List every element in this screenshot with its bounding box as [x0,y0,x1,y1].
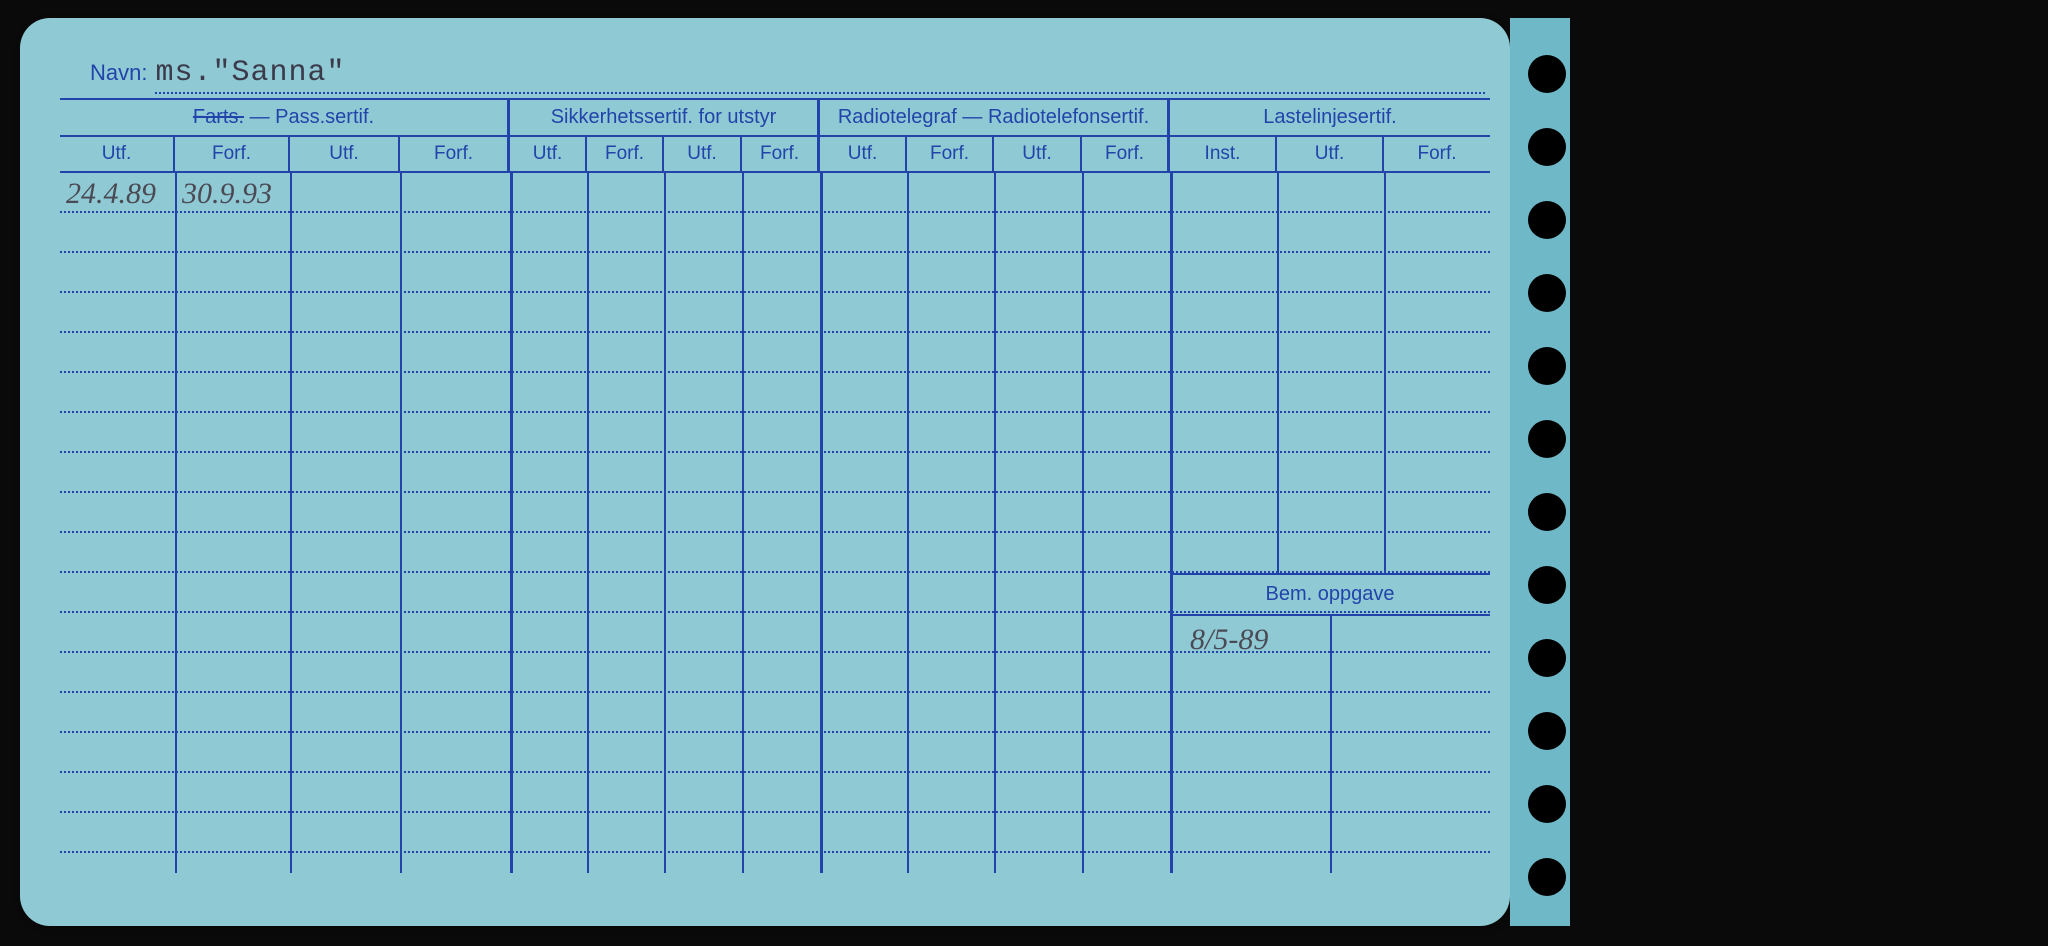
col-h: Inst. [1170,137,1277,173]
struck-text: Farts. [193,106,244,128]
navn-value: ms."Sanna" [155,56,1485,94]
punch-hole [1528,566,1566,604]
col-divider [664,173,666,873]
col-h: Utf. [290,137,400,173]
dotted-row [60,773,1490,813]
col-h: Forf. [907,137,994,173]
dotted-row [60,253,1490,293]
group-pass: Farts. — Pass.sertif. [60,100,510,137]
punch-hole [1528,785,1566,823]
col-h: Utf. [820,137,907,173]
dotted-row [60,813,1490,853]
col-h: Forf. [1082,137,1170,173]
dotted-row [60,413,1490,453]
col-h: Utf. [1277,137,1384,173]
punch-hole [1528,712,1566,750]
dotted-row [60,533,1490,573]
navn-row: Navn: ms."Sanna" [90,56,1485,94]
header-cols: Utf. Forf. Utf. Forf. Utf. Forf. Utf. Fo… [60,137,1490,173]
dotted-row [60,653,1490,693]
col-divider [1277,173,1279,573]
dotted-row [60,213,1490,253]
col-divider [1082,173,1084,873]
table: Farts. — Pass.sertif. Sikkerhetssertif. … [60,98,1490,873]
col-divider [290,173,292,873]
col-divider [400,173,402,873]
col-divider [742,173,744,873]
punch-hole [1528,858,1566,896]
col-divider [1170,173,1173,873]
group-radio: Radiotelegraf — Radiotelefonsertif. [820,100,1170,137]
punch-hole [1528,274,1566,312]
dotted-row [60,493,1490,533]
punch-hole [1528,493,1566,531]
col-h: Utf. [510,137,587,173]
navn-label: Navn: [90,60,147,86]
col-divider [820,173,823,873]
col-h: Utf. [994,137,1082,173]
group-rest: — Pass.sertif. [244,106,374,128]
header-groups: Farts. — Pass.sertif. Sikkerhetssertif. … [60,98,1490,137]
dotted-row [60,293,1490,333]
col-divider [175,173,177,873]
col-h: Forf. [175,137,290,173]
dotted-row [60,613,1490,653]
group-lastelinje: Lastelinjesertif. [1170,100,1490,137]
group-sikkerhet: Sikkerhetssertif. for utstyr [510,100,820,137]
dotted-row [60,453,1490,493]
col-h: Forf. [587,137,664,173]
punch-hole [1528,128,1566,166]
index-card: Navn: ms."Sanna" Farts. — Pass.sertif. S… [20,18,1510,926]
dotted-row [60,173,1490,213]
col-divider [587,173,589,873]
dotted-row [60,733,1490,773]
col-divider [1384,173,1386,573]
punch-hole [1528,55,1566,93]
punch-hole [1528,420,1566,458]
col-h: Forf. [742,137,820,173]
col-divider [510,173,513,873]
punch-hole [1528,347,1566,385]
dotted-row [60,373,1490,413]
col-h: Forf. [1384,137,1490,173]
dotted-row [60,333,1490,373]
col-divider [907,173,909,873]
col-h: Utf. [664,137,742,173]
data-area: 24.4.89 30.9.93 Bem. oppgave 8/5-89 [60,173,1490,873]
col-h: Forf. [400,137,510,173]
col-h: Utf. [60,137,175,173]
dotted-row [60,693,1490,733]
punch-hole [1528,201,1566,239]
punch-hole [1528,639,1566,677]
dotted-row [60,573,1490,613]
col-divider [994,173,996,873]
